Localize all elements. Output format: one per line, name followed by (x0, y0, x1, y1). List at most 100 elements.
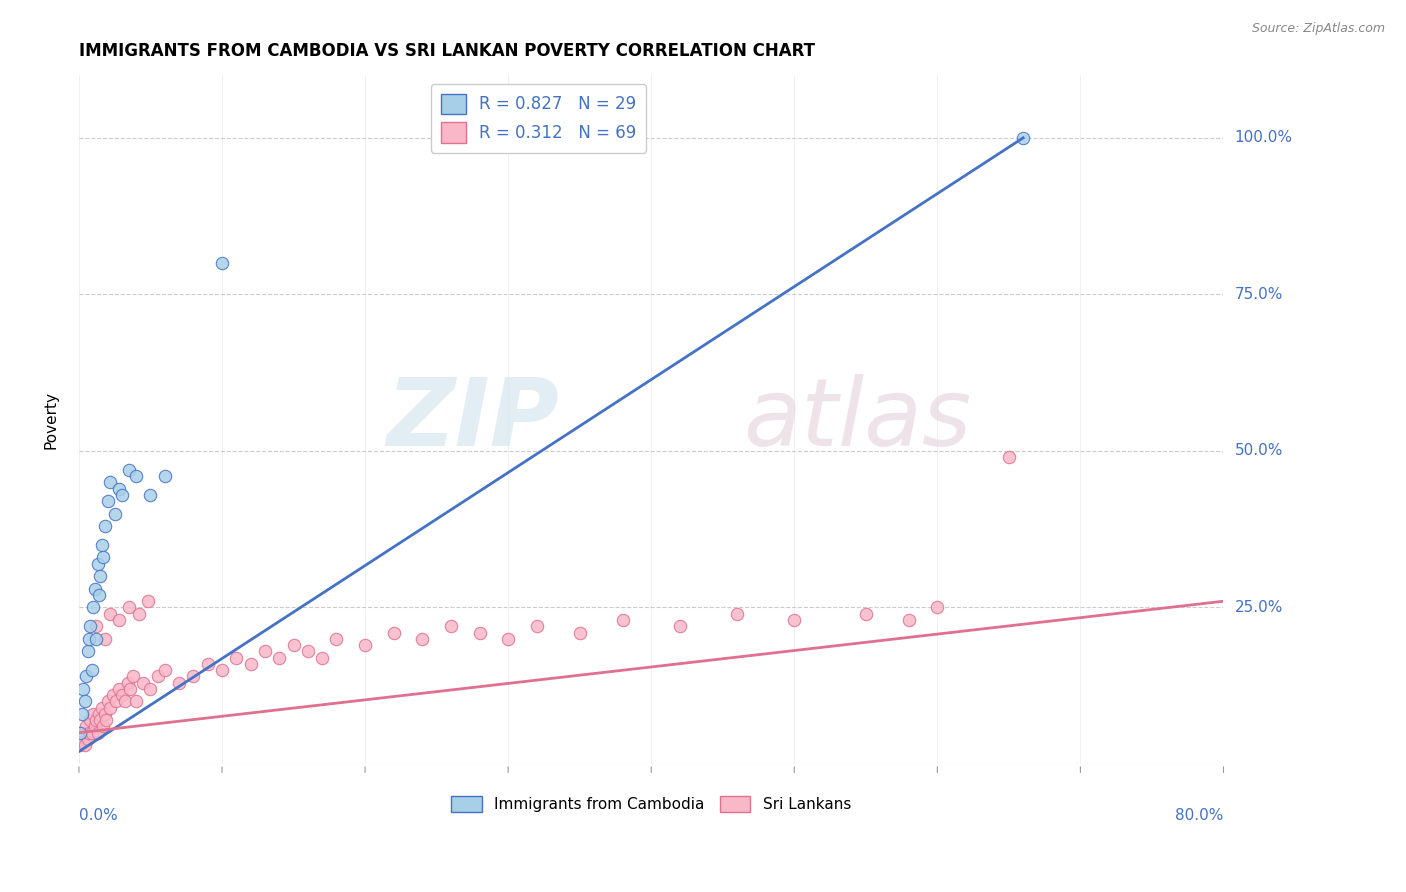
Point (225, 650, 247, 665)
Point (197, 657, 219, 671)
Point (87, 706, 110, 721)
Point (76, 731, 98, 746)
Point (283, 638, 305, 652)
Point (69, 738, 91, 752)
Point (73, 738, 96, 752)
Point (70, 706, 93, 721)
Text: 25.0%: 25.0% (1234, 600, 1282, 615)
Point (153, 663, 176, 677)
Point (998, 450, 1021, 465)
Text: IMMIGRANTS FROM CAMBODIA VS SRI LANKAN POVERTY CORRELATION CHART: IMMIGRANTS FROM CAMBODIA VS SRI LANKAN P… (79, 42, 815, 60)
Text: ZIP: ZIP (387, 374, 560, 466)
Point (120, 681, 142, 696)
Point (84, 632, 107, 646)
Point (75, 669, 97, 683)
Point (93, 632, 115, 646)
Point (75, 719, 97, 733)
Point (183, 669, 205, 683)
Point (122, 669, 145, 683)
Point (104, 507, 127, 521)
Text: Source: ZipAtlas.com: Source: ZipAtlas.com (1251, 22, 1385, 36)
Point (83, 719, 105, 733)
Point (1012, 131, 1035, 145)
Point (108, 482, 131, 496)
Point (84, 619, 107, 633)
Point (139, 681, 162, 696)
Legend: Immigrants from Cambodia, Sri Lankans: Immigrants from Cambodia, Sri Lankans (446, 790, 858, 818)
Point (76, 644, 98, 658)
Point (468, 625, 491, 640)
Point (440, 619, 463, 633)
Point (114, 694, 136, 708)
Point (108, 613, 131, 627)
Point (311, 650, 333, 665)
Point (269, 650, 291, 665)
Point (93, 519, 115, 533)
Point (108, 681, 131, 696)
Point (239, 657, 262, 671)
Point (139, 488, 162, 502)
Point (118, 600, 141, 615)
Point (89, 713, 111, 727)
Text: 75.0%: 75.0% (1234, 287, 1282, 301)
Point (526, 619, 548, 633)
Point (90, 700, 112, 714)
Point (669, 619, 692, 633)
Point (105, 694, 128, 708)
Point (103, 688, 125, 702)
Point (80, 663, 103, 677)
Point (111, 488, 134, 502)
Point (97, 494, 120, 508)
Point (132, 675, 155, 690)
Point (167, 675, 190, 690)
Point (79, 713, 101, 727)
Point (118, 463, 141, 477)
Point (146, 669, 169, 683)
Point (70, 731, 93, 746)
Point (855, 607, 877, 621)
Point (82, 600, 104, 615)
Point (97, 694, 120, 708)
Point (91, 550, 114, 565)
Text: atlas: atlas (742, 374, 972, 465)
Point (90, 538, 112, 552)
Text: 50.0%: 50.0% (1234, 443, 1282, 458)
Point (411, 632, 433, 646)
Point (94, 713, 117, 727)
Point (100, 607, 122, 621)
Point (80, 725, 103, 739)
Point (87, 588, 110, 602)
Point (77, 632, 100, 646)
Point (72, 681, 94, 696)
Point (128, 607, 150, 621)
Point (253, 644, 276, 658)
Point (84, 713, 107, 727)
Point (211, 256, 233, 270)
Y-axis label: Poverty: Poverty (44, 391, 58, 449)
Point (73, 694, 96, 708)
Point (125, 694, 148, 708)
Point (725, 607, 748, 621)
Point (72, 725, 94, 739)
Point (91, 719, 114, 733)
Point (354, 638, 377, 652)
Point (93, 706, 115, 721)
Point (612, 613, 634, 627)
Point (568, 625, 591, 640)
Point (496, 632, 519, 646)
Point (117, 675, 139, 690)
Point (86, 557, 108, 571)
Point (325, 632, 347, 646)
Point (86, 725, 108, 739)
Point (77, 725, 100, 739)
Point (783, 613, 806, 627)
Point (125, 469, 148, 483)
Point (82, 706, 104, 721)
Point (79, 619, 101, 633)
Point (897, 613, 920, 627)
Point (211, 663, 233, 677)
Text: 0.0%: 0.0% (79, 808, 118, 823)
Point (89, 569, 111, 583)
Point (111, 688, 134, 702)
Point (100, 700, 122, 714)
